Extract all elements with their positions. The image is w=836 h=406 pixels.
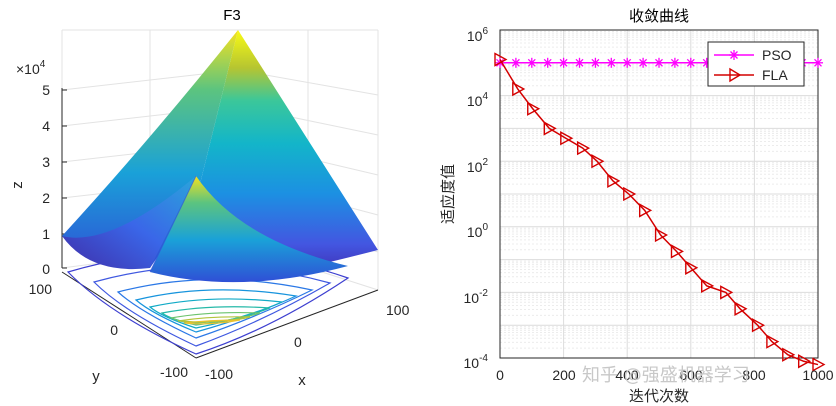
triangle-right-icon <box>729 67 742 83</box>
data-point <box>623 186 637 202</box>
y-tick: -100 <box>160 364 188 380</box>
legend-entry-pso: PSO <box>714 47 792 63</box>
z-scale-label: ×10 <box>16 61 40 77</box>
data-point <box>558 57 569 68</box>
x-tick-label: 1000 <box>802 367 833 383</box>
x-tick-label: 800 <box>742 367 766 383</box>
y-tick-exp: 2 <box>482 157 488 168</box>
x-tick: -100 <box>205 366 233 382</box>
data-point <box>622 57 633 68</box>
plot-frame <box>499 29 819 359</box>
log-y-ticks: 106 104 102 100 10-2 10-4 <box>464 26 489 371</box>
data-point <box>766 334 780 349</box>
surface-front-peak <box>150 176 348 283</box>
log-grid <box>500 31 818 359</box>
data-point <box>654 57 664 68</box>
data-point <box>590 57 601 68</box>
y-tick-label: 106 <box>467 26 489 44</box>
asterisk-icon <box>729 50 739 60</box>
z-tick: 0 <box>42 261 50 277</box>
x-tick-label: 0 <box>496 367 504 383</box>
legend: PSO FLA <box>707 41 805 87</box>
data-point <box>812 357 826 372</box>
data-point <box>526 57 537 68</box>
surface-title: F3 <box>223 7 241 24</box>
data-point <box>494 52 508 67</box>
legend-label-fla: FLA <box>762 67 788 83</box>
data-point <box>606 57 617 68</box>
surface-back-left <box>62 30 238 268</box>
y-tick-label: 104 <box>467 91 489 109</box>
conv-x-label: 迭代次数 <box>629 387 689 405</box>
data-point <box>512 81 526 97</box>
z-scale-exp: 4 <box>40 59 46 70</box>
legend-label-pso: PSO <box>762 47 792 63</box>
z-tick: 2 <box>42 190 50 206</box>
y-tick-label: 10-4 <box>464 353 489 371</box>
y-tick-label: 102 <box>467 157 489 175</box>
series-fla <box>494 52 826 372</box>
y-tick-label: 10-2 <box>464 288 489 306</box>
y-tick-exp: 4 <box>482 91 488 102</box>
y-tick-label: 100 <box>467 222 489 240</box>
data-point <box>638 57 649 68</box>
watermark: 知乎 @强盛机器学习 <box>582 365 750 386</box>
data-point <box>607 173 621 189</box>
surface-back-right <box>196 30 378 282</box>
z-tick: 1 <box>42 226 50 242</box>
surface-plot: 0 1 2 3 4 5 ×104 z 100 0 -100 y -100 0 1… <box>9 7 410 389</box>
data-point <box>670 244 684 259</box>
z-tick: 3 <box>42 154 50 170</box>
x-tick-label: 400 <box>615 367 639 383</box>
y-tick-labels: 100 0 -100 <box>29 281 189 380</box>
data-point <box>734 301 748 316</box>
data-point <box>669 57 680 68</box>
y-tick: 100 <box>29 281 53 297</box>
legend-entry-fla: FLA <box>714 67 788 83</box>
data-point <box>654 227 669 243</box>
data-point <box>591 154 605 169</box>
data-point <box>813 57 823 68</box>
x-tick-label: 600 <box>679 367 703 383</box>
conv-y-label: 适应度值 <box>439 164 457 224</box>
convergence-plot: 106 104 102 100 10-2 10-4 0 200 400 600 … <box>439 7 834 405</box>
y-tick: 0 <box>110 322 118 338</box>
data-point <box>782 347 796 362</box>
data-point <box>720 285 734 300</box>
data-point <box>527 101 541 116</box>
x-tick-labels: -100 0 100 <box>205 302 410 382</box>
y-tick-exp: -4 <box>479 353 488 364</box>
data-point <box>638 203 653 218</box>
data-point <box>543 121 557 136</box>
y-tick-exp: -2 <box>479 288 488 299</box>
z-axis-label: z <box>9 181 26 189</box>
surface-mesh <box>62 30 378 283</box>
z-scale-factor: ×104 <box>16 59 46 77</box>
data-point <box>751 318 766 333</box>
z-tick-labels: 0 1 2 3 4 5 <box>42 82 50 277</box>
data-point <box>685 260 699 275</box>
z-tick: 4 <box>42 118 50 134</box>
x-tick: 100 <box>386 302 410 318</box>
surface-front-left <box>62 176 196 270</box>
y-axis-label: y <box>92 368 100 385</box>
y-tick-exp: 6 <box>482 26 488 37</box>
data-point <box>574 57 585 68</box>
data-point <box>560 131 574 146</box>
conv-x-ticks: 0 200 400 600 800 1000 <box>496 367 834 383</box>
data-point <box>797 354 812 369</box>
y-tick-exp: 0 <box>482 222 488 233</box>
x-tick: 0 <box>294 334 302 350</box>
data-point <box>685 57 696 68</box>
data-point <box>576 140 591 156</box>
legend-box <box>707 41 805 87</box>
data-point <box>510 57 521 68</box>
z-tick: 5 <box>42 82 50 98</box>
data-point <box>542 57 553 68</box>
x-axis-label: x <box>298 372 306 389</box>
data-point <box>701 278 715 294</box>
x-tick-label: 200 <box>552 367 576 383</box>
conv-title: 收敛曲线 <box>629 7 689 25</box>
